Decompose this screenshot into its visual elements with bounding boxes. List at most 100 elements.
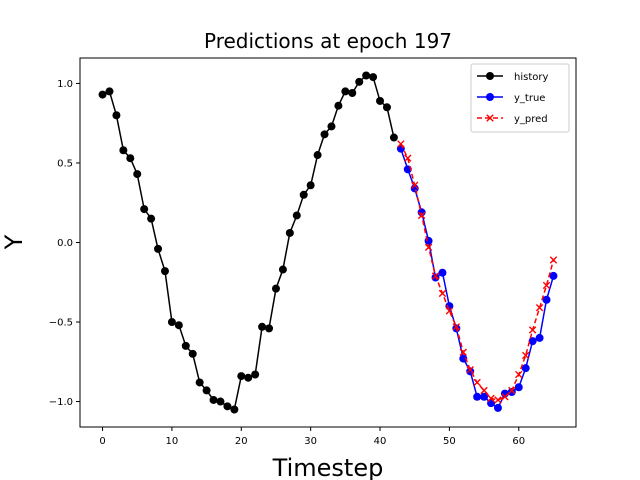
data-point (202, 386, 211, 395)
x-axis-ticks: 0 10 20 30 40 50 60 (99, 427, 525, 447)
x-tick-label: 30 (304, 436, 317, 447)
x-axis-label: Timestep (272, 454, 384, 480)
data-point (542, 281, 551, 290)
legend-label: y_pred (514, 114, 548, 125)
data-point (382, 103, 391, 112)
legend-item-y_pred: y_pred (477, 114, 548, 125)
data-point (480, 392, 489, 401)
data-point (313, 151, 322, 160)
data-point (507, 388, 516, 397)
x-tick-label: 40 (374, 436, 387, 447)
data-point (411, 181, 419, 189)
data-point (341, 87, 350, 96)
data-point (105, 87, 114, 96)
data-point (549, 271, 558, 280)
data-point (473, 392, 482, 401)
data-point (334, 101, 343, 110)
series-line-y_true (400, 148, 555, 410)
data-point (528, 337, 537, 346)
data-point (369, 73, 378, 82)
plot-area: 0 10 20 30 40 50 60 −1.0 −0.5 0.0 0.5 1.0 (49, 57, 577, 447)
data-point (473, 378, 481, 387)
data-point (549, 256, 558, 264)
data-point (147, 214, 156, 223)
data-point (445, 307, 454, 315)
data-point (521, 364, 530, 373)
legend-item-y_true: y_true (477, 93, 545, 104)
legend-marker (486, 93, 494, 101)
data-point (514, 383, 523, 392)
x-tick-label: 10 (166, 436, 179, 447)
data-point (119, 146, 128, 155)
series-y_pred (397, 140, 558, 404)
y-axis-ticks: −1.0 −0.5 0.0 0.5 1.0 (49, 79, 80, 408)
y-tick-label: −0.5 (49, 318, 73, 329)
data-point (306, 181, 315, 190)
data-point (542, 295, 551, 304)
legend-label: history (514, 72, 548, 83)
data-point (376, 96, 385, 105)
legend-item-history: history (477, 72, 548, 83)
y-tick-label: −1.0 (49, 397, 73, 408)
data-point (389, 133, 398, 142)
data-point (251, 370, 260, 379)
x-tick-label: 20 (235, 436, 248, 447)
y-tick-label: 0.5 (57, 158, 73, 169)
data-point (438, 268, 447, 277)
chart-title: Predictions at epoch 197 (204, 29, 452, 53)
data-point (438, 289, 447, 298)
data-point (133, 170, 142, 179)
data-point (285, 228, 294, 237)
data-point (522, 351, 530, 360)
y-axis-label: Y (0, 234, 28, 250)
data-point (348, 88, 357, 97)
data-point (140, 205, 149, 214)
data-point (494, 396, 502, 404)
data-point (237, 372, 246, 381)
data-point (167, 318, 176, 327)
data-point (404, 154, 412, 162)
data-point (487, 394, 495, 403)
data-point (528, 326, 537, 334)
series-line-history (102, 74, 395, 411)
data-point (431, 272, 440, 280)
data-point (535, 333, 544, 342)
legend: history y_true y_pred (470, 63, 570, 133)
data-point (230, 405, 239, 414)
data-point (424, 243, 433, 251)
data-point (362, 71, 371, 80)
data-point (160, 267, 169, 276)
data-point (98, 90, 107, 99)
data-point (501, 393, 509, 401)
series-line-y_pred (400, 143, 555, 401)
data-point (327, 122, 336, 131)
data-point (278, 265, 287, 274)
data-point (195, 378, 204, 387)
data-point (154, 244, 163, 253)
data-point (244, 373, 253, 382)
data-point (299, 190, 308, 199)
series-layer (98, 71, 558, 414)
data-point (126, 154, 135, 163)
data-point (181, 341, 190, 350)
data-point (216, 397, 225, 406)
x-tick-label: 0 (99, 436, 105, 447)
data-point (292, 211, 301, 220)
data-point (397, 140, 405, 148)
legend-marker (486, 114, 494, 122)
data-point (271, 284, 280, 293)
data-point (320, 130, 329, 139)
data-point (480, 386, 488, 395)
data-point (417, 211, 426, 220)
x-tick-label: 50 (443, 436, 456, 447)
data-point (223, 402, 232, 411)
data-point (515, 370, 523, 379)
data-point (112, 111, 121, 120)
legend-box (470, 63, 570, 133)
data-point (188, 349, 197, 358)
data-point (459, 348, 467, 356)
data-point (508, 386, 516, 395)
data-point (466, 366, 474, 374)
data-point (174, 321, 183, 330)
